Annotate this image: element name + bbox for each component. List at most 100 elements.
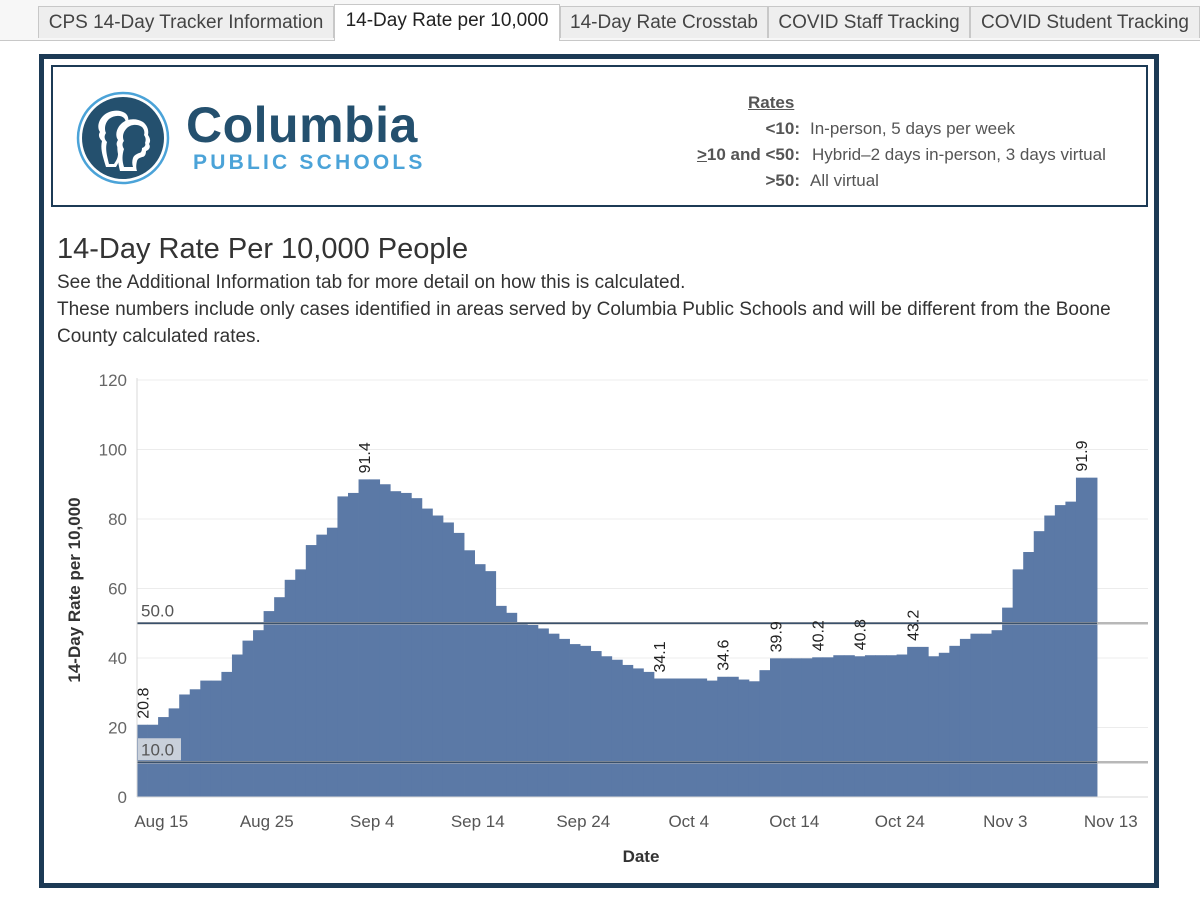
x-tick-label: Sep 24 — [556, 812, 610, 831]
bar — [453, 532, 465, 797]
bar — [179, 694, 191, 797]
y-axis-title: 14-Day Rate per 10,000 — [65, 497, 84, 682]
bar — [474, 564, 486, 797]
bar — [527, 624, 539, 797]
bar — [1075, 477, 1087, 797]
bar — [759, 670, 771, 797]
page-title: 14-Day Rate Per 10,000 People — [57, 233, 469, 265]
bar — [601, 656, 613, 797]
bar — [569, 644, 581, 797]
bar — [421, 508, 433, 797]
columbia-logo-icon — [76, 91, 170, 185]
data-label: 34.6 — [716, 640, 733, 671]
tab-14-day-rate-crosstab[interactable]: 14-Day Rate Crosstab — [560, 6, 768, 38]
bar — [485, 571, 497, 797]
reference-label-bg — [138, 738, 181, 761]
bar — [675, 678, 686, 797]
bar — [580, 645, 592, 797]
bar — [822, 657, 834, 797]
brand-subtitle: PUBLIC SCHOOLS — [193, 151, 426, 174]
bar — [1086, 477, 1098, 797]
bar — [369, 479, 381, 797]
tab-14-day-rate[interactable]: 14-Day Rate per 10,000 — [334, 4, 560, 41]
bar — [305, 545, 317, 797]
description-line-3: County calculated rates. — [57, 326, 261, 347]
bar — [495, 605, 507, 797]
bar — [970, 633, 982, 797]
x-tick-label: Sep 14 — [451, 812, 505, 831]
bar — [738, 679, 750, 797]
bar — [664, 678, 676, 797]
bar — [843, 655, 855, 797]
y-tick-label: 120 — [99, 371, 127, 390]
bar — [632, 668, 644, 797]
bar — [200, 680, 212, 797]
bar — [295, 569, 307, 797]
legend-key-text: 10 and <50: — [706, 145, 800, 164]
bar — [147, 724, 159, 797]
tab-covid-student-tracking[interactable]: COVID Student Tracking — [970, 6, 1200, 38]
y-tick-label: 20 — [108, 719, 127, 738]
bar — [548, 633, 560, 797]
bar — [337, 496, 349, 797]
y-tick-label: 80 — [108, 510, 127, 529]
bar — [411, 498, 423, 797]
bar — [685, 678, 697, 797]
bar — [833, 655, 845, 797]
bar — [886, 655, 897, 797]
data-label: 91.9 — [1074, 440, 1091, 471]
bar — [506, 612, 518, 797]
legend-title: Rates — [748, 93, 795, 112]
header-box — [51, 65, 1148, 207]
bar — [770, 658, 781, 797]
bar — [1054, 505, 1066, 797]
bar — [622, 664, 634, 797]
tab-bar: CPS 14-Day Tracker Information 14-Day Ra… — [0, 0, 1200, 41]
bar — [326, 527, 338, 797]
bar — [959, 638, 971, 797]
legend-key: >50: — [765, 171, 801, 190]
bar — [358, 479, 370, 797]
bar — [653, 678, 665, 797]
bar — [611, 659, 623, 797]
bar — [464, 550, 475, 797]
bar — [928, 656, 940, 797]
bar — [696, 678, 708, 797]
bar — [791, 658, 803, 797]
tab-tracker-information[interactable]: CPS 14-Day Tracker Information — [38, 6, 334, 38]
description-line-1: See the Additional Information tab for m… — [57, 272, 686, 293]
x-tick-label: Oct 24 — [875, 812, 925, 831]
bar — [559, 638, 570, 797]
bar — [137, 724, 148, 797]
bar — [516, 623, 528, 797]
data-label: 40.2 — [810, 620, 827, 651]
data-label: 20.8 — [135, 687, 152, 718]
bar — [379, 484, 391, 797]
x-tick-label: Aug 25 — [240, 812, 294, 831]
bar — [274, 597, 286, 797]
bar — [875, 655, 887, 797]
x-tick-label: Oct 14 — [769, 812, 819, 831]
bar — [907, 646, 919, 797]
legend-value: All virtual — [810, 171, 879, 190]
bar — [400, 492, 412, 797]
bar — [1012, 569, 1024, 797]
bar — [938, 652, 950, 797]
bar — [263, 611, 275, 797]
bar — [1044, 515, 1056, 797]
tab-covid-staff-tracking[interactable]: COVID Staff Tracking — [768, 6, 970, 38]
bar — [590, 651, 602, 797]
bar — [390, 491, 402, 797]
bar — [917, 646, 929, 797]
reference-line-label: 10.0 — [141, 740, 174, 759]
legend-key: <10: — [765, 119, 801, 138]
bar — [643, 671, 655, 797]
bar — [189, 689, 201, 797]
description-line-2: These numbers include only cases identif… — [57, 299, 1111, 320]
reference-line-label: 50.0 — [141, 601, 174, 620]
bar — [748, 681, 760, 797]
bar — [801, 658, 813, 797]
bar — [1065, 501, 1077, 797]
bar — [896, 654, 908, 797]
x-tick-label: Aug 15 — [134, 812, 188, 831]
